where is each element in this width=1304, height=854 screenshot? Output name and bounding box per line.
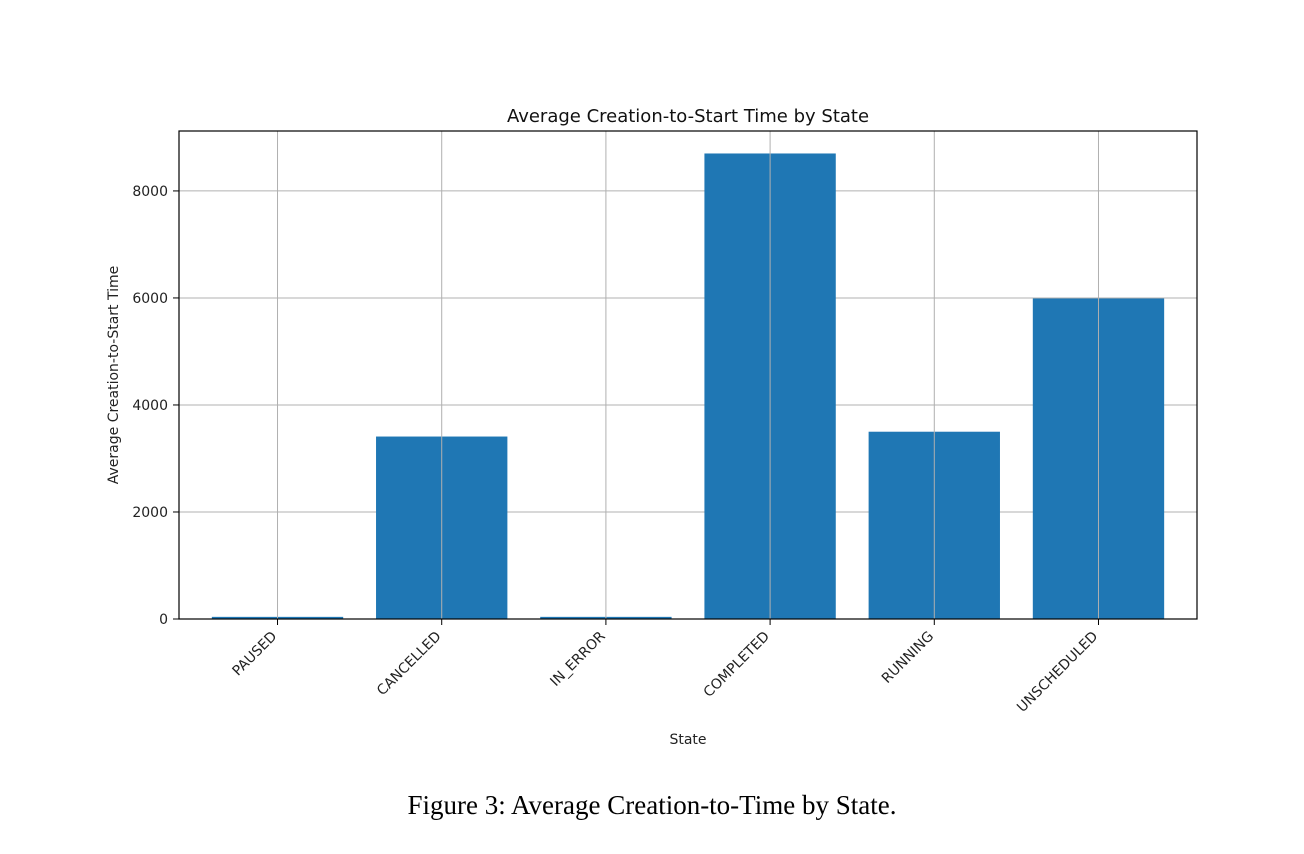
y-tick-label: 6000 (132, 291, 168, 307)
y-tick-label: 0 (159, 612, 168, 628)
x-axis-ticks: PAUSED CANCELLED IN_ERROR COMPLETED RUNNING U… (230, 619, 1101, 716)
x-tick-label: UNSCHEDULED (1014, 629, 1101, 716)
x-tick-label: PAUSED (230, 629, 281, 680)
x-tick-label: COMPLETED (701, 629, 773, 701)
y-axis-label: Average Creation-to-Start Time (106, 266, 122, 485)
bars (211, 153, 1165, 619)
x-axis-label: State (669, 732, 706, 748)
chart-title: Average Creation-to-Start Time by State (507, 106, 869, 127)
x-tick-label: CANCELLED (374, 629, 444, 699)
y-tick-label: 8000 (132, 184, 168, 200)
x-tick-label: RUNNING (879, 629, 937, 687)
figure-caption: Figure 3: Average Creation-to-Time by St… (407, 790, 897, 820)
y-tick-label: 2000 (132, 505, 168, 521)
vertical-grid-lines (277, 131, 1099, 619)
x-tick-label: IN_ERROR (547, 628, 608, 689)
plot-frame (178, 130, 1198, 620)
y-axis-ticks: 0 2000 4000 6000 8000 (132, 184, 179, 628)
y-tick-label: 4000 (132, 398, 168, 414)
bar-chart: Average Creation-to-Start Time by State … (106, 106, 1198, 748)
